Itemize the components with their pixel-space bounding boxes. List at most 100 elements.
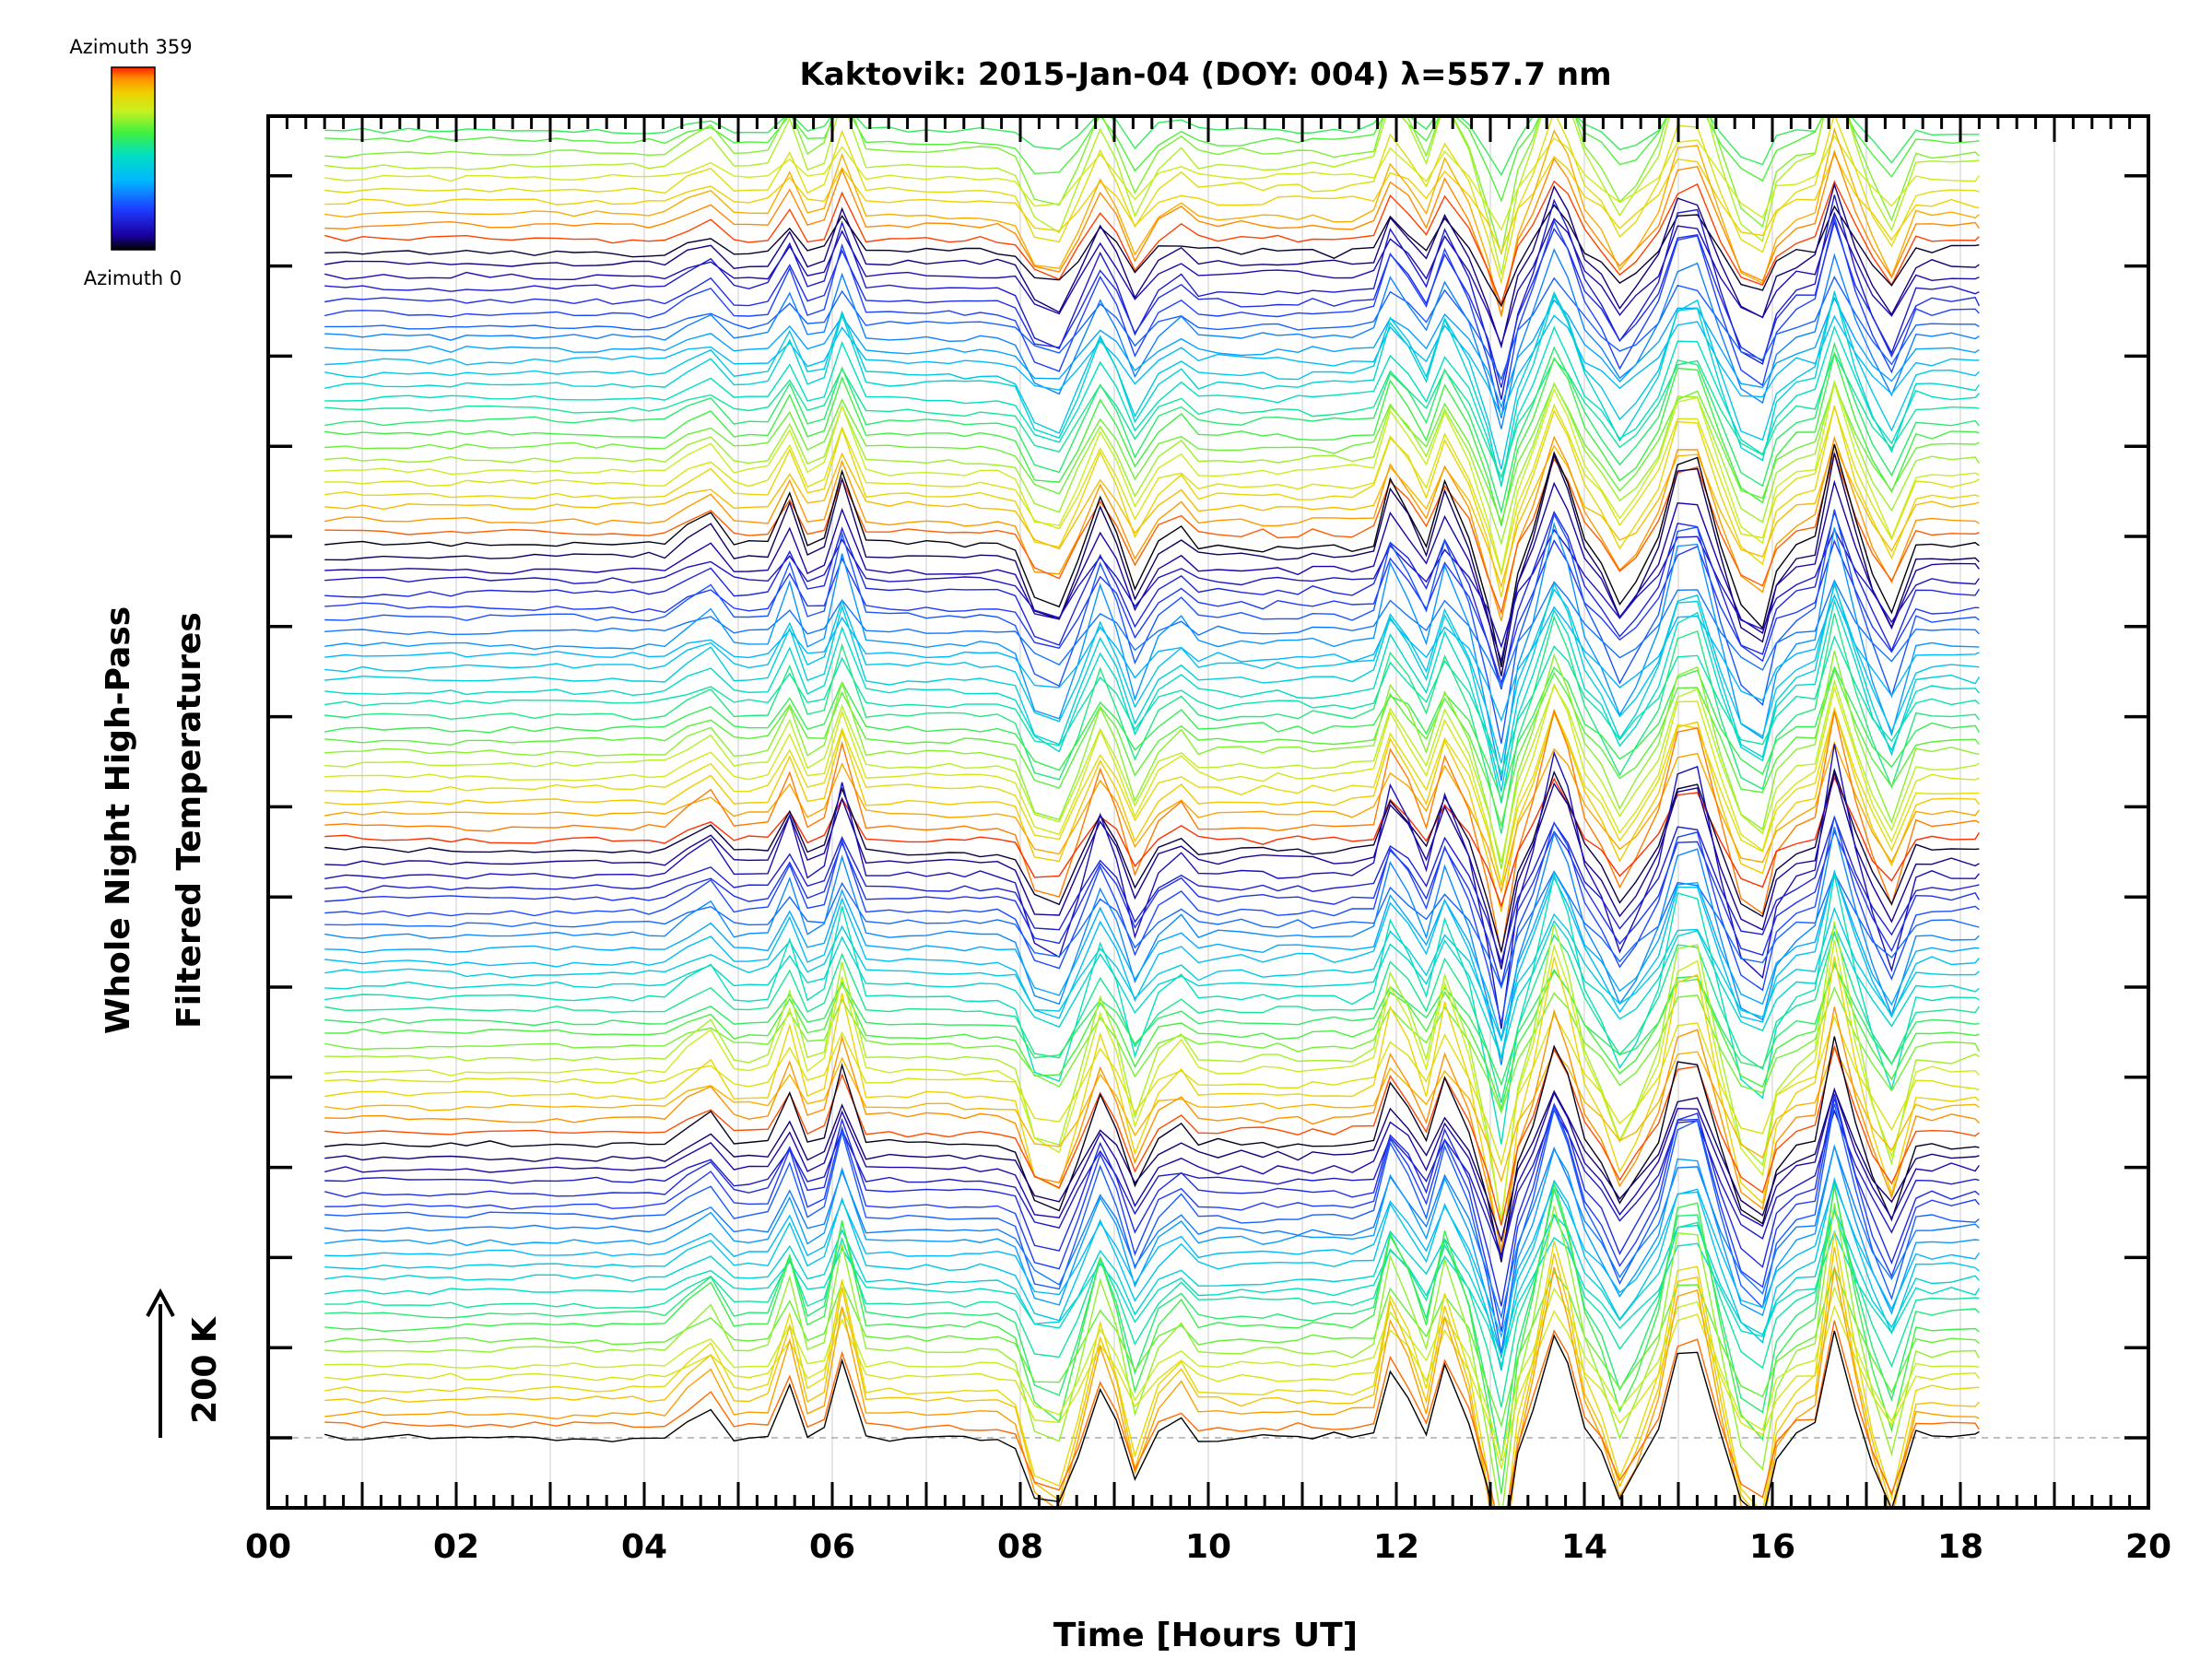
x-tick-label: 08	[997, 1528, 1043, 1566]
series-line	[324, 1265, 1980, 1429]
series-line	[324, 443, 1980, 667]
x-tick-label: 16	[1749, 1528, 1795, 1566]
series-line	[324, 870, 1980, 1040]
scale-label: 200 K	[186, 1316, 224, 1424]
colorbar-bottom-label: Azimuth 0	[84, 267, 182, 289]
series-line	[324, 1093, 1980, 1307]
series-line	[324, 116, 1980, 255]
series-line	[324, 435, 1980, 621]
series-line	[324, 1013, 1980, 1167]
series-line	[324, 830, 1981, 986]
series-line	[324, 740, 1980, 894]
series-line	[324, 613, 1980, 834]
series-line	[324, 960, 1980, 1112]
series-line	[324, 815, 1980, 966]
series-line	[324, 816, 1980, 1024]
series-line	[324, 827, 1980, 1065]
x-tick-label: 18	[1937, 1528, 1983, 1566]
series-line	[324, 1246, 1980, 1508]
series-line	[324, 744, 1980, 1030]
series-line	[324, 479, 1980, 664]
series-line	[324, 1208, 1980, 1407]
series-line	[324, 868, 1980, 1059]
scale-arrow-head	[146, 1288, 175, 1317]
series-line	[324, 634, 1980, 776]
series-line	[324, 180, 1980, 307]
series-line	[324, 451, 1980, 616]
series-line	[324, 708, 1980, 912]
series-line	[324, 510, 1980, 689]
series-line	[324, 1320, 1980, 1508]
series-line	[324, 296, 1980, 409]
series-line	[324, 1146, 1980, 1359]
series-line	[324, 872, 1980, 1145]
series-line	[324, 381, 1980, 573]
x-axis-label: Time [Hours UT]	[1053, 1617, 1358, 1654]
x-tick-label: 06	[809, 1528, 855, 1566]
series-line	[324, 538, 1980, 686]
series-line	[324, 314, 1980, 418]
series-line	[324, 135, 1980, 231]
series-line	[324, 1231, 1980, 1508]
series-line	[324, 986, 1981, 1114]
series-line	[324, 651, 1980, 869]
series-line	[324, 1330, 1980, 1508]
series-line	[324, 248, 1980, 429]
series-line	[324, 956, 1980, 1256]
series-line	[324, 406, 1980, 597]
series-line	[324, 678, 1980, 863]
series-line	[324, 665, 1980, 802]
series-line	[324, 509, 1980, 744]
series-line	[324, 1006, 1980, 1251]
x-tick-label: 00	[245, 1528, 291, 1566]
series-line	[324, 182, 1980, 349]
series-line	[324, 116, 1980, 177]
series-line	[324, 116, 1980, 203]
series-line	[324, 1182, 1980, 1494]
series-line	[324, 1176, 1980, 1371]
series-line	[324, 682, 1980, 885]
series-line	[324, 351, 1980, 526]
series-line	[324, 930, 1980, 1103]
x-tick-labels: 00 02 04 06 08 10 12 14 16 18 20	[245, 1528, 2171, 1566]
x-tick-label: 02	[433, 1528, 479, 1566]
x-tick-label: 14	[1561, 1528, 1607, 1566]
series-line	[324, 379, 1980, 547]
series-line	[324, 598, 1980, 804]
y-axis-label-line1: Whole Night High-Pass	[100, 606, 137, 1034]
chart-title: Kaktovik: 2015-Jan-04 (DOY: 004) λ=557.7…	[799, 56, 1611, 93]
series-line	[324, 443, 1980, 589]
colorbar-top-label: Azimuth 359	[69, 36, 192, 58]
x-tick-label: 12	[1373, 1528, 1419, 1566]
series-line	[324, 706, 1980, 886]
series-line	[324, 579, 1980, 689]
series-line	[324, 1087, 1980, 1243]
colorbar	[111, 66, 156, 251]
series-line	[324, 126, 1980, 317]
series-line	[324, 1044, 1980, 1226]
series-line	[324, 324, 1980, 488]
series-line	[324, 453, 1980, 677]
x-tick-label: 10	[1185, 1528, 1231, 1566]
series-line	[324, 153, 1980, 254]
series-line	[324, 920, 1980, 1061]
series-line	[324, 963, 1980, 1087]
series-line	[324, 351, 1980, 479]
series-line	[324, 708, 1980, 954]
series-group	[324, 116, 1981, 1508]
series-line	[324, 1206, 1980, 1359]
series-line	[324, 116, 1980, 275]
series-line	[324, 341, 1980, 514]
series-line	[324, 667, 1980, 829]
series-line	[324, 1203, 1981, 1508]
series-line	[324, 1098, 1980, 1332]
series-line	[324, 1266, 1980, 1508]
series-line	[324, 1036, 1980, 1263]
series-line	[324, 1087, 1980, 1259]
y-axis-label-line2: Filtered Temperatures	[171, 612, 208, 1029]
series-line	[324, 382, 1980, 525]
series-line	[324, 194, 1980, 400]
series-line	[324, 1044, 1980, 1183]
series-line	[324, 939, 1980, 1219]
series-line	[324, 775, 1980, 909]
